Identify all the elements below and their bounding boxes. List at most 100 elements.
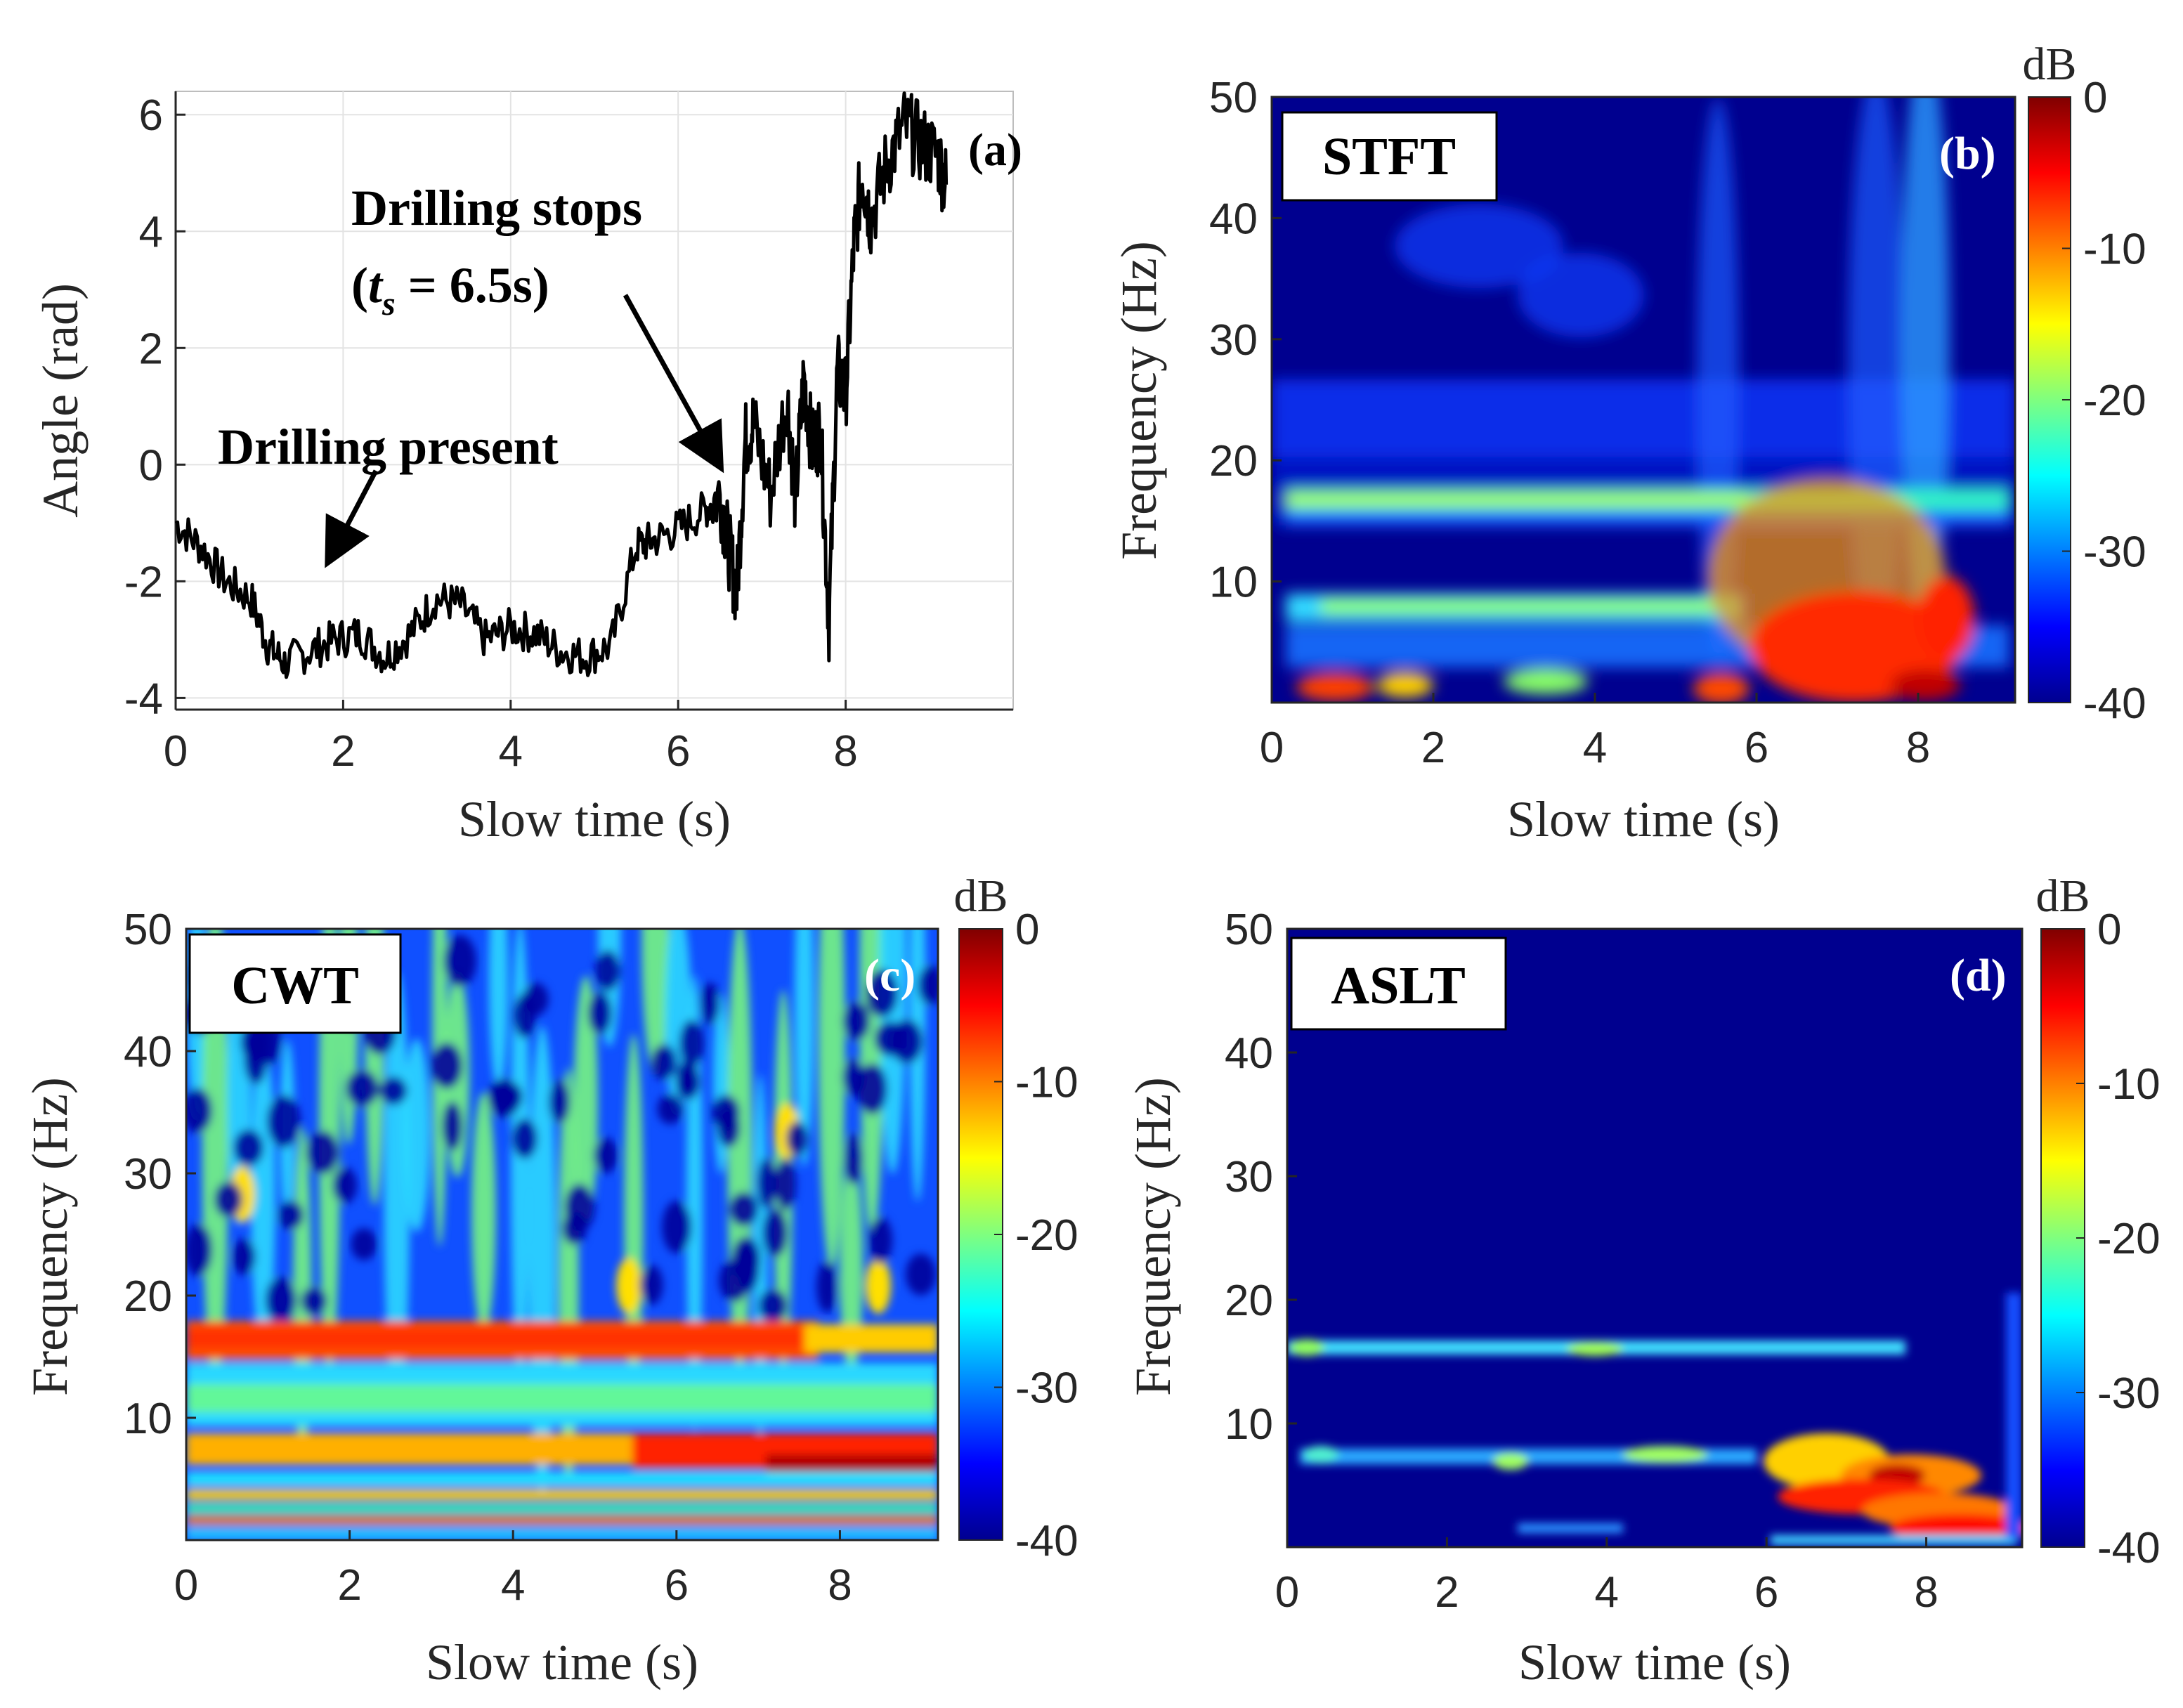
d-colorbar-tick-label: -20 [2097, 1215, 2161, 1263]
panel-a-y-ticks: -4 -2 0 2 4 6 [124, 91, 185, 723]
cwt-dark-pocket [651, 1044, 677, 1081]
cwt-dark-pocket [243, 1031, 268, 1085]
cwt-dark-pocket [679, 1019, 704, 1068]
cwt-method-label: CWT [231, 956, 359, 1015]
cwt-dark-pockets [186, 934, 938, 1324]
c-colorbar-tick-label: -20 [1015, 1211, 1079, 1260]
cwt-dark-pocket [842, 1000, 871, 1041]
c-y-tick-label: 20 [124, 1272, 172, 1321]
cwt-dark-pocket [865, 969, 898, 1018]
d-colorbar-tick-label: -10 [2097, 1060, 2161, 1109]
cwt-dark-pocket [868, 1216, 892, 1265]
cwt-dark-pocket [561, 1212, 587, 1246]
d-colorbar-unit: dB [2035, 871, 2090, 922]
c-x-tick-label: 4 [501, 1561, 525, 1610]
b-y-tick-label: 30 [1209, 316, 1258, 365]
b-x-tick-label: 6 [1745, 724, 1768, 772]
d-colorbar-tick-label: -30 [2097, 1369, 2161, 1418]
cwt-dark-pocket [662, 1200, 692, 1253]
c-colorbar-tick-label: -30 [1015, 1364, 1079, 1413]
c-y-tick-label: 10 [124, 1395, 172, 1443]
cwt-dark-pocket [549, 1079, 571, 1125]
panel-a-y-label: Angle (rad) [32, 283, 89, 518]
cwt-dark-pocket [265, 1277, 297, 1324]
cwt-dark-pocket [816, 1260, 838, 1313]
d-y-tick-label: 50 [1225, 906, 1273, 954]
c-colorbar-tick-label: 0 [1015, 906, 1039, 954]
cwt-dark-pocket [711, 1095, 741, 1131]
cwt-ridge [573, 975, 599, 1227]
cwt-ridge [488, 929, 509, 1090]
stft-method-label: STFT [1322, 127, 1456, 186]
panel-a-x-tick-label: 0 [164, 727, 188, 776]
drilling-stops-arrow [623, 294, 724, 474]
panel-b-y-label: Frequency (Hz) [1111, 241, 1167, 560]
cwt-dark-pocket [676, 1060, 699, 1094]
cwt-dark-pocket [379, 1076, 408, 1106]
panel-a-y-tick-label: 0 [139, 441, 163, 490]
cwt-dark-pocket [774, 1157, 796, 1211]
cwt-dark-pocket [332, 1167, 358, 1204]
c-x-tick-label: 0 [174, 1561, 198, 1610]
b-colorbar-tick-label: -30 [2083, 528, 2146, 577]
cwt-dark-pocket [905, 1253, 937, 1296]
cwt-dark-pocket [843, 1133, 864, 1185]
panel-b-colorbar: dB0 -10 -20 -30 -40 [2022, 39, 2146, 728]
d-y-tick-label: 20 [1225, 1277, 1273, 1325]
b-y-tick-label: 10 [1209, 559, 1258, 607]
cwt-dark-pocket [639, 1265, 663, 1305]
cwt-ridge [794, 929, 814, 1167]
drilling-stops-annotation: Drilling stops [351, 180, 642, 236]
b-x-tick-label: 2 [1421, 724, 1445, 772]
panel-a-y-tick-label: 2 [139, 325, 163, 373]
cwt-dark-pocket [266, 1095, 301, 1148]
cwt-dark-pocket [345, 1069, 379, 1107]
d-y-tick-label: 40 [1225, 1029, 1273, 1078]
aslt-method-label: ASLT [1331, 956, 1466, 1015]
cwt-dark-pocket [487, 1078, 521, 1119]
d-x-tick-label: 6 [1754, 1568, 1778, 1617]
cwt-dark-pocket [917, 965, 938, 1005]
panel-d-colorbar: dB0 -10 -20 -30 -40 [2035, 871, 2160, 1572]
cwt-ridge [909, 929, 926, 1202]
cwt-dark-pocket [186, 1223, 213, 1277]
panel-a-x-tick-label: 6 [666, 727, 690, 776]
cwt-dark-pocket [231, 1238, 256, 1275]
b-colorbar-tick-label: -10 [2083, 226, 2146, 274]
panel-d-x-ticks: 0 2 4 6 8 [1275, 1537, 1938, 1617]
cwt-dark-pocket [786, 1121, 809, 1156]
d-x-tick-label: 4 [1595, 1568, 1619, 1617]
d-x-tick-label: 8 [1914, 1568, 1938, 1617]
c-y-tick-label: 50 [124, 906, 172, 954]
cwt-dark-pocket [430, 1042, 463, 1090]
panel-d-y-label: Frequency (Hz) [1125, 1077, 1181, 1396]
panel-b-tag: (b) [1939, 128, 1996, 179]
drilling-present-annotation: Drilling present [218, 419, 559, 475]
cwt-dark-pocket [233, 1129, 264, 1166]
cwt-dark-pocket [657, 1093, 684, 1125]
panel-c-tag: (c) [864, 950, 915, 1001]
cwt-dark-pocket [186, 1088, 213, 1134]
cwt-ridge [403, 1038, 430, 1232]
cwt-dark-pocket [856, 1063, 888, 1115]
panel-a-x-tick-label: 4 [499, 727, 523, 776]
panel-a-x-tick-label: 8 [833, 727, 857, 776]
panel-a-tag: (a) [968, 124, 1022, 176]
panel-a-y-tick-label: -4 [124, 674, 163, 723]
panel-a-line-chart: 0 2 4 6 8 -4 -2 0 2 4 6 Slow time (s) Angle (rad)… [32, 91, 1022, 847]
panel-a-x-ticks: 0 2 4 6 8 [164, 700, 858, 776]
cwt-dark-pocket [351, 1228, 377, 1260]
cwt-hotspot [866, 1258, 891, 1314]
b-colorbar-tick-label: -20 [2083, 377, 2146, 425]
angle-series-line [174, 91, 949, 679]
b-x-tick-label: 0 [1260, 724, 1284, 772]
c-y-tick-label: 40 [124, 1028, 172, 1076]
b-colorbar-tick-label: -40 [2083, 679, 2146, 728]
cwt-hotspot [616, 1258, 641, 1314]
c-x-tick-label: 8 [828, 1561, 852, 1610]
c-colorbar-unit: dB [953, 871, 1008, 922]
cwt-dark-pocket [441, 1101, 463, 1152]
cwt-ridge [840, 1157, 864, 1376]
cwt-dark-pocket [443, 934, 476, 988]
